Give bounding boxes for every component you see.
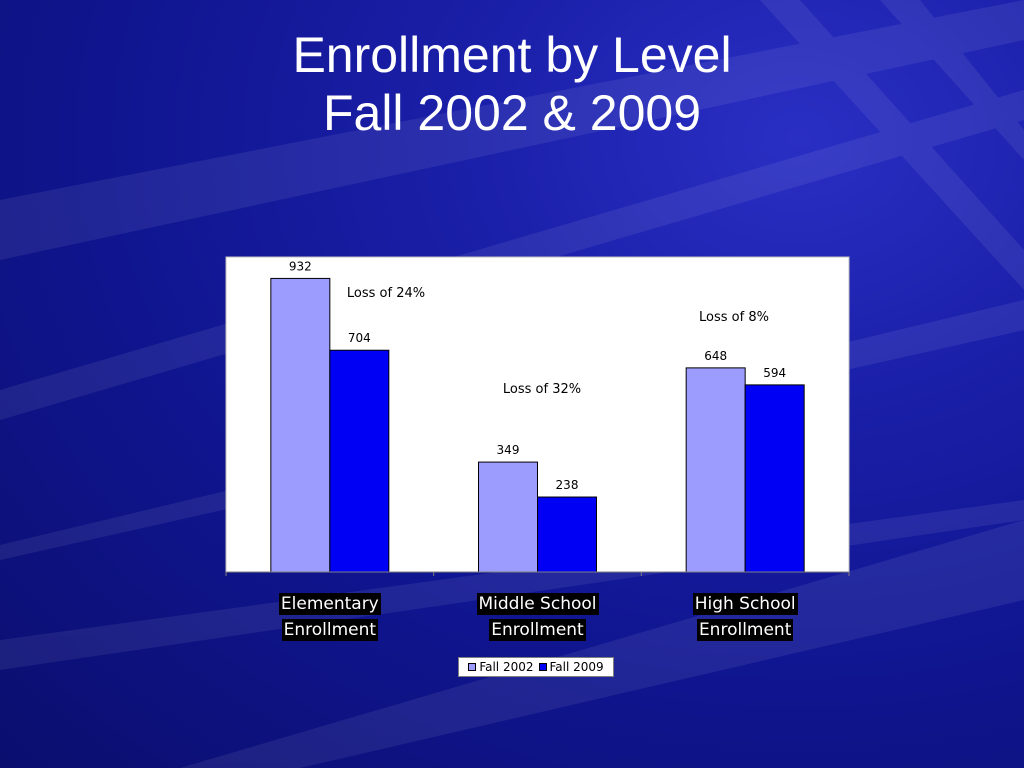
annotation-1: Loss of 32% bbox=[503, 382, 581, 397]
slide-title: Enrollment by Level Fall 2002 & 2009 bbox=[0, 26, 1024, 142]
category-label-2: High School Enrollment bbox=[655, 591, 835, 643]
category-label-0-line-1: Enrollment bbox=[281, 619, 379, 641]
bar-1-fall-2002 bbox=[478, 461, 538, 573]
data-label-1-0: 349 bbox=[497, 443, 520, 457]
category-label-0: Elementary Enrollment bbox=[240, 591, 420, 643]
bar-1-fall-2009 bbox=[537, 496, 597, 573]
category-label-1-line-1: Enrollment bbox=[489, 619, 586, 641]
annotation-0: Loss of 24% bbox=[347, 286, 425, 301]
bar-2-fall-2002 bbox=[685, 367, 746, 573]
legend-label-fall-2009: Fall 2009 bbox=[549, 660, 604, 674]
category-label-2-line-0: High School bbox=[692, 593, 798, 615]
category-label-0-line-0: Elementary bbox=[278, 593, 381, 615]
legend-swatch-fall-2009 bbox=[538, 663, 547, 671]
category-label-1: Middle School Enrollment bbox=[448, 591, 628, 643]
data-label-2-1: 594 bbox=[763, 366, 786, 380]
data-label-1-1: 238 bbox=[556, 478, 579, 492]
data-label-0-1: 704 bbox=[348, 331, 371, 345]
bar-2-fall-2009 bbox=[744, 384, 805, 573]
legend: Fall 2002 Fall 2009 bbox=[458, 657, 614, 677]
category-label-2-line-1: Enrollment bbox=[696, 619, 794, 641]
legend-swatch-fall-2002 bbox=[468, 663, 477, 671]
annotation-2: Loss of 8% bbox=[699, 310, 769, 325]
bar-0-fall-2009 bbox=[329, 349, 390, 573]
data-label-0-0: 932 bbox=[289, 259, 312, 273]
data-label-2-0: 648 bbox=[704, 349, 727, 363]
legend-label-fall-2002: Fall 2002 bbox=[479, 660, 534, 674]
category-label-1-line-0: Middle School bbox=[476, 593, 599, 615]
title-line-1: Enrollment by Level bbox=[292, 27, 732, 83]
legend-item-fall-2002: Fall 2002 bbox=[468, 660, 534, 674]
title-line-2: Fall 2002 & 2009 bbox=[322, 85, 702, 141]
bar-0-fall-2002 bbox=[270, 277, 331, 573]
legend-item-fall-2009: Fall 2009 bbox=[538, 660, 604, 674]
